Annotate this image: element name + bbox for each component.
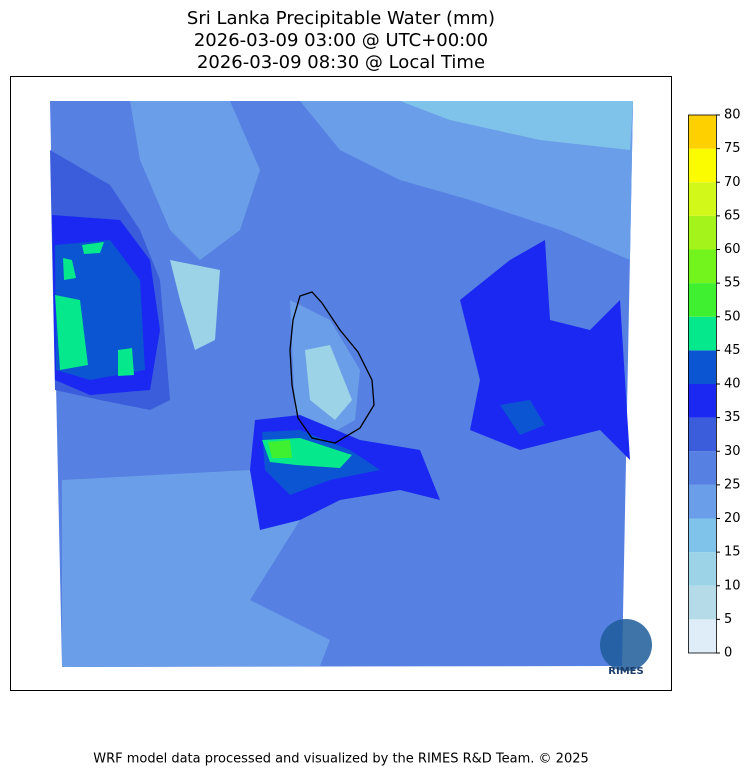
colorbar-segment xyxy=(688,182,716,216)
colorbar-tick-label: 30 xyxy=(724,444,741,459)
colorbar-segment xyxy=(688,316,716,351)
colorbar-tick-label: 55 xyxy=(724,276,741,291)
colorbar-tick-label: 65 xyxy=(724,208,741,223)
contour-fill xyxy=(268,440,292,458)
colorbar-tick-label: 70 xyxy=(724,175,741,190)
title-line: 2026-03-09 08:30 @ Local Time xyxy=(197,52,485,73)
colorbar-tick-label: 10 xyxy=(724,578,741,593)
colorbar-segment xyxy=(688,249,716,284)
colorbar-segment xyxy=(688,518,716,553)
contour-fill xyxy=(500,400,545,435)
logo-emblem xyxy=(600,619,652,671)
colorbar-segment xyxy=(688,215,716,250)
title-line: Sri Lanka Precipitable Water (mm) xyxy=(187,8,495,29)
colorbar-tick-label: 35 xyxy=(724,410,741,425)
contour-fill xyxy=(130,101,260,260)
colorbar-segment xyxy=(688,585,716,620)
title-line: 2026-03-09 03:00 @ UTC+00:00 xyxy=(194,30,488,51)
colorbar-tick-label: 5 xyxy=(724,612,732,627)
title-block: Sri Lanka Precipitable Water (mm)2026-03… xyxy=(187,8,495,73)
colorbar-tick-label: 15 xyxy=(724,545,741,560)
colorbar-segment xyxy=(688,552,716,586)
colorbar-tick-label: 75 xyxy=(724,141,741,156)
coastline xyxy=(289,291,375,444)
contour-fill xyxy=(55,295,88,370)
contour-fill xyxy=(63,242,104,280)
colorbar-segment xyxy=(688,148,716,183)
contour-fill xyxy=(305,345,352,420)
colorbar-tick-label: 45 xyxy=(724,343,741,358)
contour-fill xyxy=(118,348,134,376)
colorbar-segment xyxy=(688,350,716,384)
colorbar-tick-label: 50 xyxy=(724,309,741,324)
colorbar-tick-label: 60 xyxy=(724,242,741,257)
colorbar-tick-label: 25 xyxy=(724,477,741,492)
map: RIMES xyxy=(50,101,652,677)
logo-text: RIMES xyxy=(608,666,643,677)
colorbar-segment xyxy=(688,417,716,452)
colorbar-tick-label: 0 xyxy=(724,646,732,661)
contour-fill xyxy=(400,101,633,150)
colorbar-tick-label: 40 xyxy=(724,377,741,392)
colorbar-tick-label: 80 xyxy=(724,108,741,123)
contour-fill xyxy=(170,260,220,350)
colorbar-tick-label: 20 xyxy=(724,511,741,526)
colorbar-segment xyxy=(688,384,716,418)
colorbar-segment xyxy=(688,619,716,653)
colorbar-segment xyxy=(688,451,716,485)
colorbar-segment xyxy=(688,283,716,317)
colorbar-segment xyxy=(688,484,716,519)
colorbar-segment xyxy=(688,115,716,149)
colorbar: 0 5 10 15 20 25 30 35 40 45 50 55 60 65 70 75 80 xyxy=(688,108,741,661)
footer: WRF model data processed and visualized … xyxy=(93,752,589,767)
